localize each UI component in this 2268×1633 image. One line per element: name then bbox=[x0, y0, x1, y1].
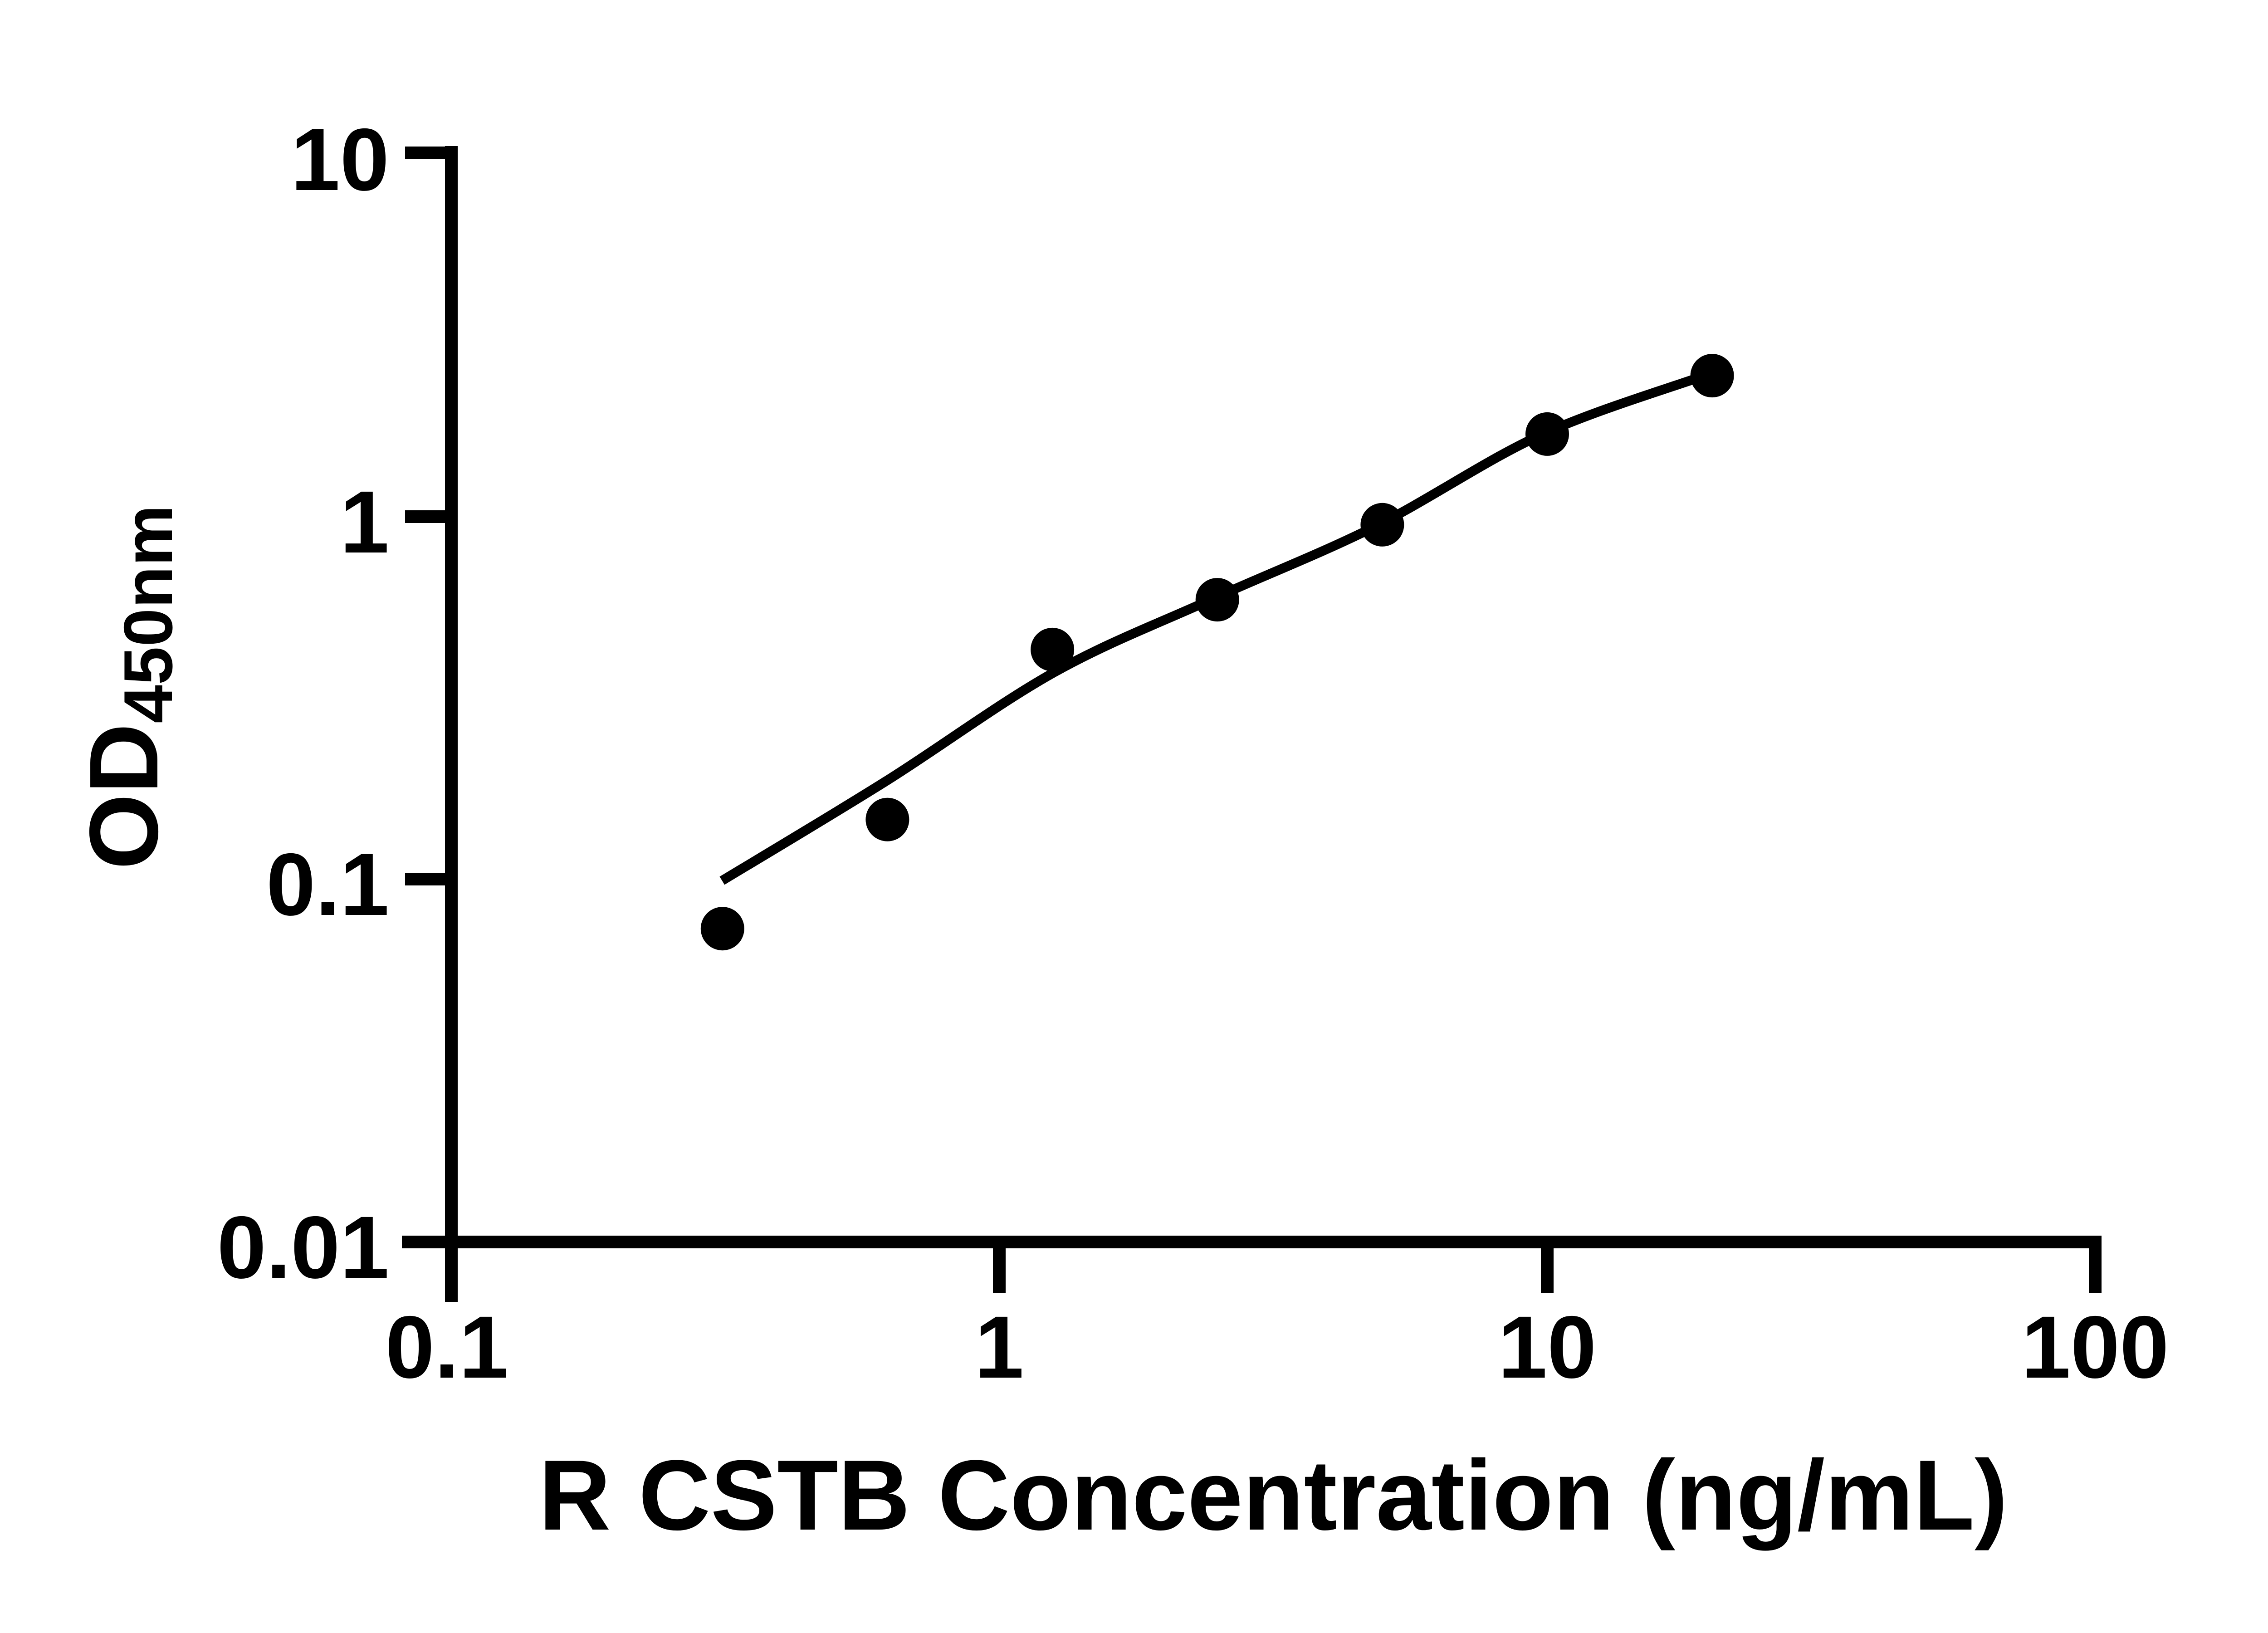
x-tick-1 bbox=[993, 1248, 1006, 1293]
y-tick-label-0p01: 0.01 bbox=[217, 1198, 389, 1297]
series-layer bbox=[700, 354, 1734, 951]
data-point bbox=[1525, 412, 1569, 456]
x-axis-title: R CSTB Concentration (ng/mL) bbox=[538, 1439, 2008, 1551]
x-tick-100 bbox=[2089, 1248, 2102, 1293]
data-point bbox=[1690, 354, 1734, 398]
x-tick-10 bbox=[1541, 1248, 1554, 1293]
y-tick-0p1 bbox=[405, 873, 445, 885]
y-axis-title-subscript: 450nm bbox=[110, 504, 187, 724]
data-point bbox=[1360, 503, 1404, 547]
data-point bbox=[865, 797, 909, 841]
y-tick-label-10: 10 bbox=[291, 110, 389, 209]
y-tick-label-1: 1 bbox=[340, 473, 389, 572]
data-point bbox=[700, 907, 744, 951]
y-tick-label-0p1: 0.1 bbox=[266, 835, 389, 934]
x-tick-label-10: 10 bbox=[1498, 1298, 1597, 1397]
x-tick-label-100: 100 bbox=[2021, 1298, 2169, 1397]
axes bbox=[402, 146, 2102, 1302]
data-point bbox=[1031, 627, 1075, 671]
y-tick-10 bbox=[405, 147, 445, 159]
y-axis-line bbox=[445, 146, 458, 1302]
y-axis-title: OD450nm bbox=[69, 504, 197, 870]
y-tick-1 bbox=[405, 510, 445, 523]
data-point bbox=[1195, 578, 1239, 622]
y-axis-title-main: OD bbox=[69, 723, 178, 870]
x-axis-line bbox=[402, 1236, 2102, 1248]
x-tick-label-0p1: 0.1 bbox=[385, 1298, 508, 1397]
x-tick-label-1: 1 bbox=[974, 1298, 1024, 1397]
